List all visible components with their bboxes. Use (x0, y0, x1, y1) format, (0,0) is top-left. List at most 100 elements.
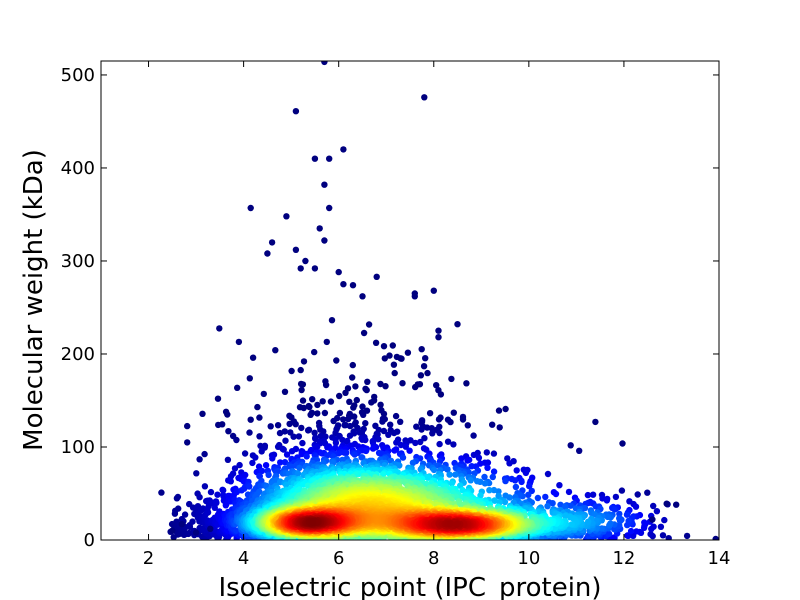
scatter-point (213, 499, 220, 506)
scatter-point (283, 451, 291, 458)
scatter-point (390, 429, 398, 437)
scatter-point (486, 487, 493, 494)
scatter-point (249, 459, 256, 467)
scatter-point (256, 414, 263, 421)
scatter-point (241, 450, 249, 457)
scatter-point (298, 450, 305, 458)
scatter-point (565, 488, 573, 496)
scatter-point (544, 470, 552, 478)
scatter-point (598, 525, 605, 532)
scatter-point (174, 493, 182, 501)
scatter-point (349, 374, 356, 381)
scatter-point (233, 436, 240, 444)
scatter-point (562, 512, 569, 520)
scatter-point (323, 338, 330, 346)
scatter-point (496, 424, 503, 431)
scatter-point (227, 478, 234, 485)
scatter-point (604, 513, 611, 521)
scatter-point (360, 411, 367, 418)
scatter-point (397, 418, 404, 425)
scatter-point (274, 422, 282, 429)
scatter-point (351, 451, 358, 458)
scatter-point (362, 420, 369, 427)
scatter-point (490, 450, 498, 457)
scatter-point (448, 375, 455, 383)
scatter-point (402, 443, 409, 450)
scatter-point (417, 372, 425, 379)
scatter-point (391, 369, 398, 377)
scatter-point (254, 403, 261, 411)
scatter-point (502, 405, 509, 413)
scatter-point (256, 433, 263, 440)
scatter-point (418, 346, 425, 353)
scatter-point (314, 410, 321, 417)
scatter-point (513, 467, 520, 474)
scatter-point (216, 325, 223, 332)
scatter-point (534, 494, 542, 502)
scatter-point (365, 321, 373, 328)
scatter-point (409, 459, 417, 466)
scatter-point (603, 497, 611, 504)
scatter-point (286, 420, 293, 428)
scatter-point (568, 521, 575, 528)
scatter-point (381, 355, 388, 362)
scatter-point (504, 455, 511, 462)
scatter-point (386, 352, 393, 359)
scatter-point (481, 473, 488, 481)
scatter-point (483, 449, 490, 456)
scatter-point (424, 474, 432, 481)
scatter-point (340, 416, 347, 423)
scatter-point (319, 398, 326, 405)
scatter-point (175, 505, 182, 512)
scatter-point (352, 383, 359, 390)
scatter-point (246, 375, 253, 382)
scatter-point (297, 366, 304, 374)
scatter-point (363, 386, 370, 394)
scatter-point (196, 456, 203, 463)
scatter-point (576, 447, 583, 454)
scatter-point (299, 481, 307, 488)
scatter-point (231, 465, 239, 472)
scatter-point (464, 422, 471, 429)
scatter-point (246, 483, 253, 490)
scatter-point (430, 466, 438, 474)
scatter-point (320, 428, 327, 435)
scatter-points (158, 61, 719, 540)
scatter-point (336, 392, 343, 400)
scatter-point (343, 438, 350, 445)
scatter-point (196, 494, 203, 501)
scatter-point (330, 417, 337, 425)
scatter-point (294, 470, 302, 477)
scatter-point (624, 532, 631, 539)
scatter-point (322, 381, 330, 389)
scatter-point (450, 409, 457, 416)
scatter-point (644, 489, 651, 496)
scatter-point (562, 503, 569, 511)
scatter-point (436, 440, 443, 448)
scatter-point (380, 427, 388, 435)
scatter-point (389, 342, 396, 349)
scatter-point (353, 396, 360, 404)
scatter-point (484, 464, 491, 471)
scatter-point (477, 492, 484, 499)
scatter-point (262, 462, 270, 469)
scatter-point (653, 508, 661, 515)
scatter-point (641, 519, 648, 526)
scatter-point (296, 486, 303, 493)
scatter-point (661, 516, 668, 524)
scatter-point (657, 523, 665, 530)
scatter-point (298, 386, 305, 394)
scatter-point (404, 349, 412, 356)
scatter-point (346, 422, 354, 430)
scatter-point (377, 401, 384, 408)
scatter-point (567, 442, 574, 449)
scatter-point (712, 535, 719, 540)
scatter-point (304, 427, 312, 434)
scatter-point (426, 410, 434, 417)
scatter-point (607, 520, 614, 527)
scatter-point (459, 486, 466, 494)
scatter-point (256, 488, 263, 495)
scatter-point (424, 369, 431, 377)
scatter-point (343, 449, 350, 456)
